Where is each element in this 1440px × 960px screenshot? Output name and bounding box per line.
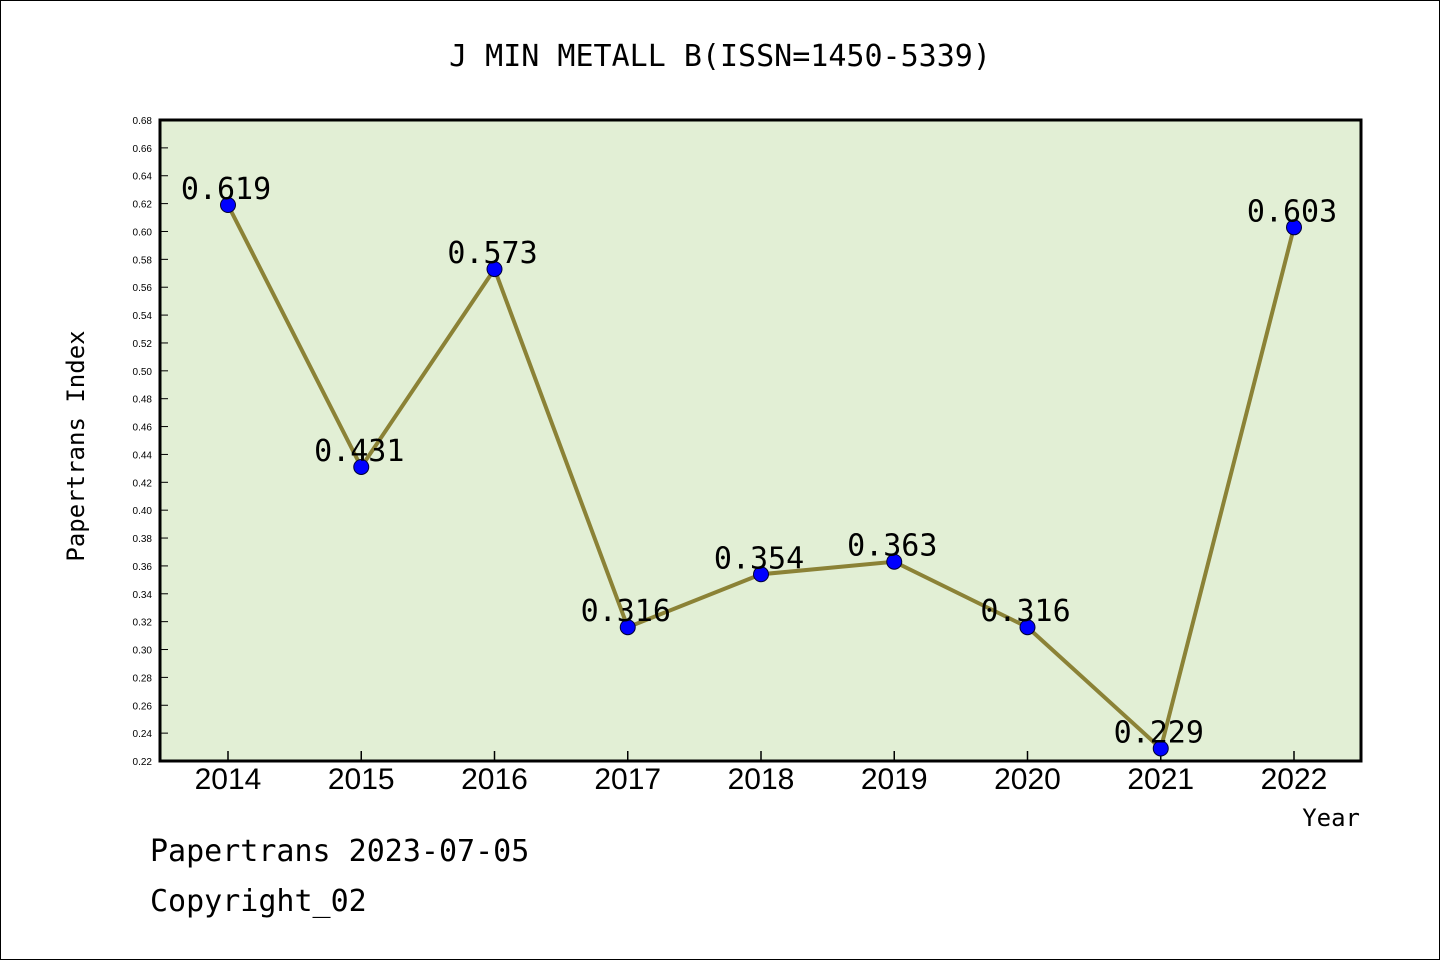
y-tick-label: 0.40 [133, 506, 153, 517]
y-tick-label: 0.52 [133, 339, 153, 350]
data-point [1019, 619, 1036, 636]
data-label: 0.603 [1247, 194, 1337, 229]
y-tick-label: 0.36 [133, 562, 153, 573]
y-tick-label: 0.46 [133, 423, 153, 434]
x-tick-label: 2018 [728, 763, 795, 796]
footer-copyright: Copyright_02 [150, 884, 367, 919]
y-tick-label: 0.54 [133, 311, 153, 322]
x-tick-label: 2021 [1127, 763, 1194, 796]
y-tick-label: 0.44 [133, 450, 153, 461]
y-tick-label: 0.32 [133, 618, 153, 629]
x-tick-label: 2022 [1261, 763, 1328, 796]
y-axis: 0.22 0.24 0.26 0.28 0.30 0.32 0.34 0.36 0.38 0.40… [133, 116, 168, 768]
y-tick-label: 0.38 [133, 534, 153, 545]
y-tick-label: 0.56 [133, 283, 153, 294]
y-tick-label: 0.50 [133, 367, 153, 378]
x-tick-label: 2017 [594, 763, 661, 796]
data-label: 0.229 [1114, 715, 1204, 750]
data-point [1286, 219, 1302, 236]
data-point [1152, 740, 1169, 757]
y-tick-label: 0.64 [133, 172, 153, 183]
y-tick-label: 0.30 [133, 646, 153, 657]
data-label: 0.316 [581, 594, 671, 629]
y-tick-label: 0.66 [133, 144, 153, 155]
data-label: 0.363 [847, 529, 937, 564]
y-tick-label: 0.62 [133, 200, 153, 211]
y-tick-label: 0.68 [133, 116, 153, 127]
data-point [220, 197, 236, 214]
data-label: 0.316 [980, 594, 1070, 629]
data-point [619, 619, 636, 636]
plot-area [158, 118, 1363, 763]
y-tick-label: 0.28 [133, 673, 153, 684]
data-point [886, 553, 903, 570]
data-point [486, 261, 503, 278]
x-axis-label: Year [1302, 804, 1360, 832]
chart-title: J MIN METALL B(ISSN=1450-5339) [449, 39, 991, 74]
data-label: 0.619 [181, 172, 271, 207]
x-tick-label: 2014 [195, 763, 262, 796]
y-tick-label: 0.24 [133, 729, 153, 740]
x-tick-label: 2019 [861, 763, 928, 796]
data-point [753, 566, 769, 583]
y-tick-label: 0.60 [133, 227, 153, 238]
y-axis-label: Papertrans Index [62, 330, 90, 561]
y-tick-label: 0.26 [133, 701, 153, 712]
data-label: 0.573 [447, 236, 537, 271]
footer-date: Papertrans 2023-07-05 [150, 834, 530, 869]
y-tick-label: 0.34 [133, 590, 153, 601]
data-points [220, 197, 1302, 757]
y-tick-label: 0.42 [133, 478, 153, 489]
x-tick-label: 2020 [994, 763, 1061, 796]
data-label: 0.354 [714, 541, 804, 576]
x-axis: 2014 2015 2016 2017 2018 2019 2020 2021 2022 [195, 751, 1328, 796]
y-tick-label: 0.22 [133, 757, 153, 768]
x-tick-label: 2015 [328, 763, 395, 796]
data-labels: 0.619 0.431 0.573 0.316 0.354 0.363 0.316 0.229… [181, 172, 1337, 750]
x-tick-label: 2016 [461, 763, 528, 796]
y-tick-label: 0.58 [133, 255, 153, 266]
y-tick-label: 0.48 [133, 395, 153, 406]
data-label: 0.431 [314, 434, 404, 469]
data-point [353, 458, 370, 475]
